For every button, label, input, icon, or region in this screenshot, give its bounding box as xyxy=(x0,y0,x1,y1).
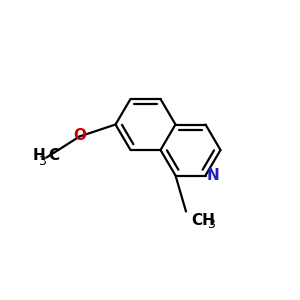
Text: C: C xyxy=(48,148,59,164)
Text: 3: 3 xyxy=(207,218,215,231)
Text: N: N xyxy=(207,168,219,183)
Text: H: H xyxy=(32,148,45,164)
Text: 3: 3 xyxy=(38,154,46,168)
Text: O: O xyxy=(73,128,86,143)
Text: CH: CH xyxy=(191,213,215,228)
